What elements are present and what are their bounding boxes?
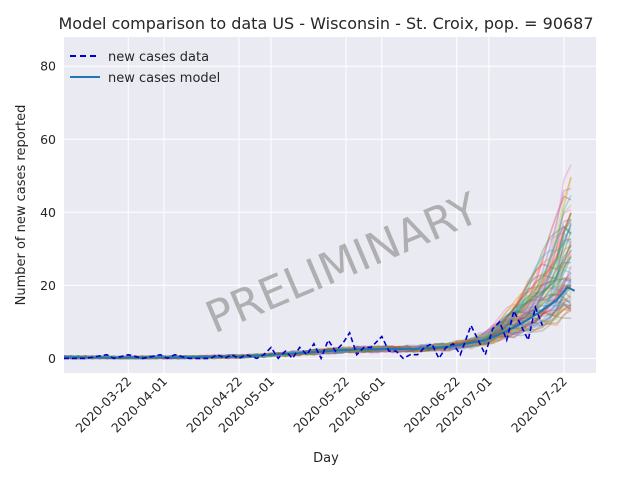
y-axis-label: Number of new cases reported — [14, 105, 29, 306]
plot-area — [64, 37, 596, 373]
series-lines — [64, 285, 576, 361]
legend-label-data: new cases data — [108, 50, 209, 65]
chart-title: Model comparison to data US - Wisconsin … — [58, 14, 593, 33]
legend: new cases data new cases model — [70, 50, 220, 86]
ensemble-run-line — [64, 279, 572, 360]
grid — [64, 37, 596, 373]
data-line — [64, 304, 544, 361]
ensemble-run-line — [64, 268, 572, 360]
y-tick-label: 60 — [40, 132, 56, 147]
y-tick-label: 40 — [40, 205, 56, 220]
y-ticks: 0 20 40 60 80 — [40, 59, 56, 366]
ensemble-run-line — [64, 303, 572, 360]
legend-label-model: new cases model — [108, 71, 220, 86]
y-tick-label: 80 — [40, 59, 56, 74]
y-tick-label: 20 — [40, 278, 56, 293]
y-tick-label: 0 — [48, 351, 56, 366]
x-axis-label: Day — [313, 451, 339, 466]
x-tick-label: 2020-07-22 — [508, 374, 570, 436]
ensemble-run-line — [64, 293, 572, 360]
